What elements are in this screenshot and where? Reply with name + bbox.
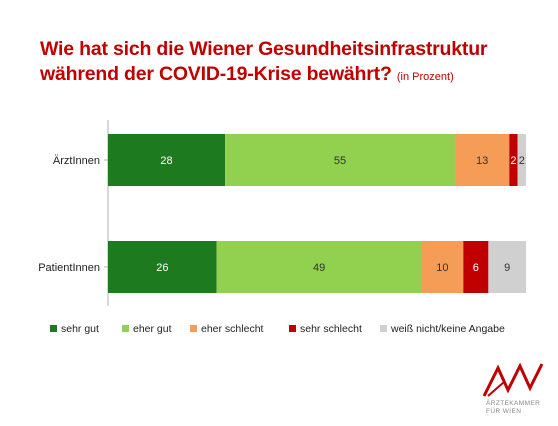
bar-segment (463, 241, 489, 293)
chart-title: Wie hat sich die Wiener Gesundheitsinfra… (40, 37, 545, 90)
bar-segment (216, 241, 422, 293)
legend-label: weiß nicht/keine Angabe (390, 323, 505, 335)
legend-label: sehr schlecht (300, 323, 362, 335)
category-label: PatientInnen (38, 262, 100, 274)
bar-segment (421, 241, 464, 293)
data-label: 26 (156, 262, 168, 274)
legend-swatch (380, 325, 387, 332)
title-line-1: Wie hat sich die Wiener Gesundheitsinfra… (40, 38, 488, 60)
data-label: 2 (519, 155, 525, 167)
bar-segment (517, 134, 526, 186)
logo-line-2: FÜR WIEN (486, 408, 522, 415)
data-label: 2 (510, 155, 516, 167)
bar-segment (108, 241, 217, 293)
legend-swatch (50, 325, 57, 332)
data-label: 9 (504, 262, 510, 274)
chart-subtitle: (in Prozent) (396, 71, 454, 83)
bar-segment (225, 134, 455, 186)
legend-swatch (122, 325, 129, 332)
logo-line-1: ÄRZTEKAMMER (486, 400, 541, 407)
legend-label: sehr gut (61, 323, 99, 335)
bar-segment (509, 134, 518, 186)
legend-swatch (289, 325, 296, 332)
bar-segment (108, 134, 226, 186)
data-label: 55 (334, 155, 346, 167)
bar-segment (488, 241, 526, 293)
data-label: 6 (473, 262, 479, 274)
data-label: 10 (436, 262, 448, 274)
legend-label: eher gut (133, 323, 172, 335)
aerztekammer-logo-icon (482, 362, 544, 397)
data-label: 28 (160, 155, 172, 167)
category-label: ÄrztInnen (53, 155, 100, 167)
legend-label: eher schlecht (201, 323, 264, 335)
bar-segment (454, 134, 510, 186)
data-label: 13 (476, 155, 488, 167)
legend-swatch (190, 325, 197, 332)
logo-text: ÄRZTEKAMMER FÜR WIEN (486, 400, 540, 416)
title-line-2: während der COVID-19-Krise bewährt? (40, 63, 392, 85)
data-label: 49 (313, 262, 325, 274)
